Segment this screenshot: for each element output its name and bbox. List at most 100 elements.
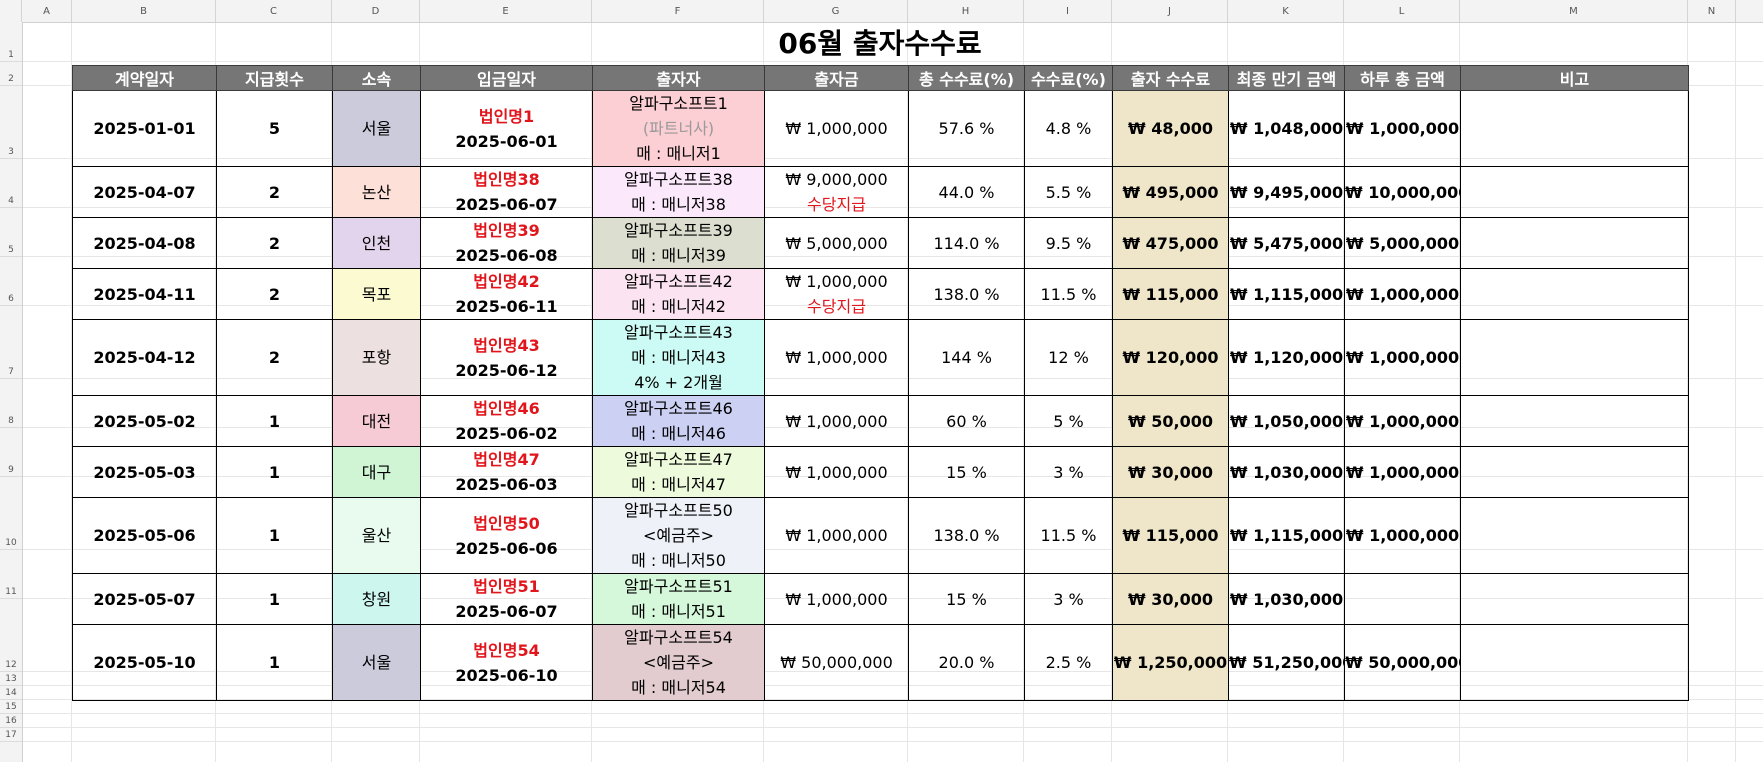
row-header-1[interactable]: 1 (0, 22, 22, 62)
payment-count-cell[interactable]: 2 (216, 166, 333, 218)
investor-cell[interactable]: 알파구소프트46 매 : 매니저46 (592, 395, 765, 447)
branch-cell[interactable]: 대전 (332, 395, 421, 447)
investment-amount-cell[interactable]: ₩ 1,000,000 (764, 319, 909, 396)
investment-amount-cell[interactable]: ₩ 1,000,000 (764, 497, 909, 574)
row-header-5[interactable]: 5 (0, 208, 22, 257)
row-header-8[interactable]: 8 (0, 379, 22, 428)
fee-rate-cell[interactable]: 3 % (1024, 446, 1113, 498)
deposit-cell[interactable]: 법인명46 2025-06-02 (420, 395, 593, 447)
investor-cell[interactable]: 알파구소프트54 <예금주> 매 : 매니저54 (592, 624, 765, 701)
column-header-m[interactable]: M (1460, 0, 1688, 22)
investment-amount-cell[interactable]: ₩ 9,000,000 수당지급 (764, 166, 909, 218)
row-header-7[interactable]: 7 (0, 306, 22, 379)
header-total-fee-rate[interactable]: 총 수수료(%) (908, 65, 1025, 91)
row-header-15[interactable]: 15 (0, 700, 22, 714)
fee-rate-cell[interactable]: 12 % (1024, 319, 1113, 396)
fee-amount-cell[interactable]: ₩ 30,000 (1112, 573, 1229, 625)
deposit-cell[interactable]: 법인명50 2025-06-06 (420, 497, 593, 574)
note-cell[interactable] (1460, 573, 1689, 625)
daily-total-cell[interactable]: ₩ 50,000,000 (1344, 624, 1461, 701)
daily-total-cell[interactable]: ₩ 1,000,000 (1344, 268, 1461, 320)
header-investment-amount[interactable]: 출자금 (764, 65, 909, 91)
daily-total-cell[interactable]: ₩ 1,000,000 (1344, 90, 1461, 167)
contract-date-cell[interactable]: 2025-05-02 (72, 395, 217, 447)
column-header-g[interactable]: G (764, 0, 908, 22)
row-header-4[interactable]: 4 (0, 159, 22, 208)
total-fee-rate-cell[interactable]: 15 % (908, 446, 1025, 498)
fee-rate-cell[interactable]: 2.5 % (1024, 624, 1113, 701)
fee-amount-cell[interactable]: ₩ 120,000 (1112, 319, 1229, 396)
note-cell[interactable] (1460, 166, 1689, 218)
fee-amount-cell[interactable]: ₩ 1,250,000 (1112, 624, 1229, 701)
column-header-e[interactable]: E (420, 0, 592, 22)
column-header-a[interactable]: A (22, 0, 72, 22)
fee-rate-cell[interactable]: 5 % (1024, 395, 1113, 447)
total-fee-rate-cell[interactable]: 60 % (908, 395, 1025, 447)
investor-cell[interactable]: 알파구소프트47 매 : 매니저47 (592, 446, 765, 498)
investment-amount-cell[interactable]: ₩ 1,000,000 (764, 446, 909, 498)
total-fee-rate-cell[interactable]: 20.0 % (908, 624, 1025, 701)
total-fee-rate-cell[interactable]: 57.6 % (908, 90, 1025, 167)
row-header-14[interactable]: 14 (0, 686, 22, 700)
fee-amount-cell[interactable]: ₩ 475,000 (1112, 217, 1229, 269)
note-cell[interactable] (1460, 319, 1689, 396)
row-header-9[interactable]: 9 (0, 428, 22, 477)
fee-amount-cell[interactable]: ₩ 115,000 (1112, 497, 1229, 574)
payment-count-cell[interactable]: 5 (216, 90, 333, 167)
note-cell[interactable] (1460, 217, 1689, 269)
daily-total-cell[interactable]: ₩ 10,000,000 (1344, 166, 1461, 218)
total-fee-rate-cell[interactable]: 138.0 % (908, 497, 1025, 574)
daily-total-cell[interactable]: ₩ 1,000,000 (1344, 497, 1461, 574)
row-header-12[interactable]: 12 (0, 599, 22, 672)
fee-amount-cell[interactable]: ₩ 50,000 (1112, 395, 1229, 447)
select-all-corner[interactable] (0, 0, 22, 22)
contract-date-cell[interactable]: 2025-04-12 (72, 319, 217, 396)
maturity-amount-cell[interactable]: ₩ 1,048,000 (1228, 90, 1345, 167)
branch-cell[interactable]: 목포 (332, 268, 421, 320)
branch-cell[interactable]: 창원 (332, 573, 421, 625)
column-header-d[interactable]: D (332, 0, 420, 22)
column-header-h[interactable]: H (908, 0, 1024, 22)
total-fee-rate-cell[interactable]: 138.0 % (908, 268, 1025, 320)
branch-cell[interactable]: 포항 (332, 319, 421, 396)
fee-rate-cell[interactable]: 5.5 % (1024, 166, 1113, 218)
column-header-k[interactable]: K (1228, 0, 1344, 22)
column-header-n[interactable]: N (1688, 0, 1736, 22)
row-header-6[interactable]: 6 (0, 257, 22, 306)
fee-rate-cell[interactable]: 9.5 % (1024, 217, 1113, 269)
payment-count-cell[interactable]: 1 (216, 497, 333, 574)
maturity-amount-cell[interactable]: ₩ 1,115,000 (1228, 497, 1345, 574)
total-fee-rate-cell[interactable]: 114.0 % (908, 217, 1025, 269)
deposit-cell[interactable]: 법인명54 2025-06-10 (420, 624, 593, 701)
row-header-16[interactable]: 16 (0, 714, 22, 728)
deposit-cell[interactable]: 법인명47 2025-06-03 (420, 446, 593, 498)
payment-count-cell[interactable]: 1 (216, 573, 333, 625)
contract-date-cell[interactable]: 2025-04-07 (72, 166, 217, 218)
row-header-17[interactable]: 17 (0, 728, 22, 742)
maturity-amount-cell[interactable]: ₩ 1,030,000 (1228, 573, 1345, 625)
deposit-cell[interactable]: 법인명38 2025-06-07 (420, 166, 593, 218)
investor-cell[interactable]: 알파구소프트38 매 : 매니저38 (592, 166, 765, 218)
payment-count-cell[interactable]: 1 (216, 446, 333, 498)
header-fee-amount[interactable]: 출자 수수료 (1112, 65, 1229, 91)
deposit-cell[interactable]: 법인명43 2025-06-12 (420, 319, 593, 396)
note-cell[interactable] (1460, 395, 1689, 447)
daily-total-cell[interactable]: ₩ 1,000,000 (1344, 319, 1461, 396)
header-maturity-amount[interactable]: 최종 만기 금액 (1228, 65, 1345, 91)
daily-total-cell[interactable]: ₩ 1,000,000 (1344, 446, 1461, 498)
payment-count-cell[interactable]: 1 (216, 624, 333, 701)
column-header-c[interactable]: C (216, 0, 332, 22)
note-cell[interactable] (1460, 90, 1689, 167)
header-note[interactable]: 비고 (1460, 65, 1689, 91)
fee-rate-cell[interactable]: 3 % (1024, 573, 1113, 625)
investor-cell[interactable]: 알파구소프트51 매 : 매니저51 (592, 573, 765, 625)
investment-amount-cell[interactable]: ₩ 50,000,000 (764, 624, 909, 701)
note-cell[interactable] (1460, 624, 1689, 701)
investment-amount-cell[interactable]: ₩ 1,000,000 (764, 573, 909, 625)
note-cell[interactable] (1460, 268, 1689, 320)
payment-count-cell[interactable]: 2 (216, 217, 333, 269)
contract-date-cell[interactable]: 2025-04-11 (72, 268, 217, 320)
contract-date-cell[interactable]: 2025-05-03 (72, 446, 217, 498)
branch-cell[interactable]: 서울 (332, 624, 421, 701)
investment-amount-cell[interactable]: ₩ 5,000,000 (764, 217, 909, 269)
